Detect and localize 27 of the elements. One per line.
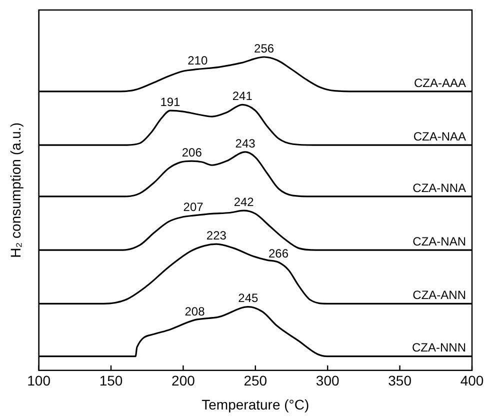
series-label: CZA-ANN <box>412 288 466 302</box>
annotation: 207 <box>183 200 204 214</box>
annotation: 242 <box>234 194 254 209</box>
series-label: CZA-NAA <box>413 129 466 144</box>
x-tick-label: 400 <box>460 372 484 389</box>
y-axis-title: H₂ consumption (a.u.) <box>7 122 24 258</box>
x-tick-label: 100 <box>27 372 51 389</box>
annotation: 266 <box>268 246 289 261</box>
series-label: CZA-AAA <box>414 76 466 90</box>
annotation: 206 <box>182 145 202 160</box>
x-tick-label: 150 <box>99 372 123 389</box>
x-tick-label: 250 <box>244 372 268 389</box>
annotation: 245 <box>238 291 259 306</box>
x-tick-label: 200 <box>172 372 196 389</box>
annotation: 223 <box>206 228 227 242</box>
annotation: 191 <box>160 94 181 109</box>
x-tick-label: 300 <box>316 372 340 389</box>
annotation: 241 <box>232 88 253 103</box>
x-axis-title: Temperature (°C) <box>202 396 310 412</box>
series-label: CZA-NNA <box>412 180 466 195</box>
x-tick-label: 350 <box>388 372 412 389</box>
annotation: 208 <box>184 304 206 318</box>
annotation: 243 <box>235 136 256 150</box>
annotation: 210 <box>188 54 208 68</box>
series-label: CZA-NNN <box>412 340 466 355</box>
series-label: CZA-NAN <box>412 234 466 248</box>
annotation: 256 <box>254 41 274 56</box>
